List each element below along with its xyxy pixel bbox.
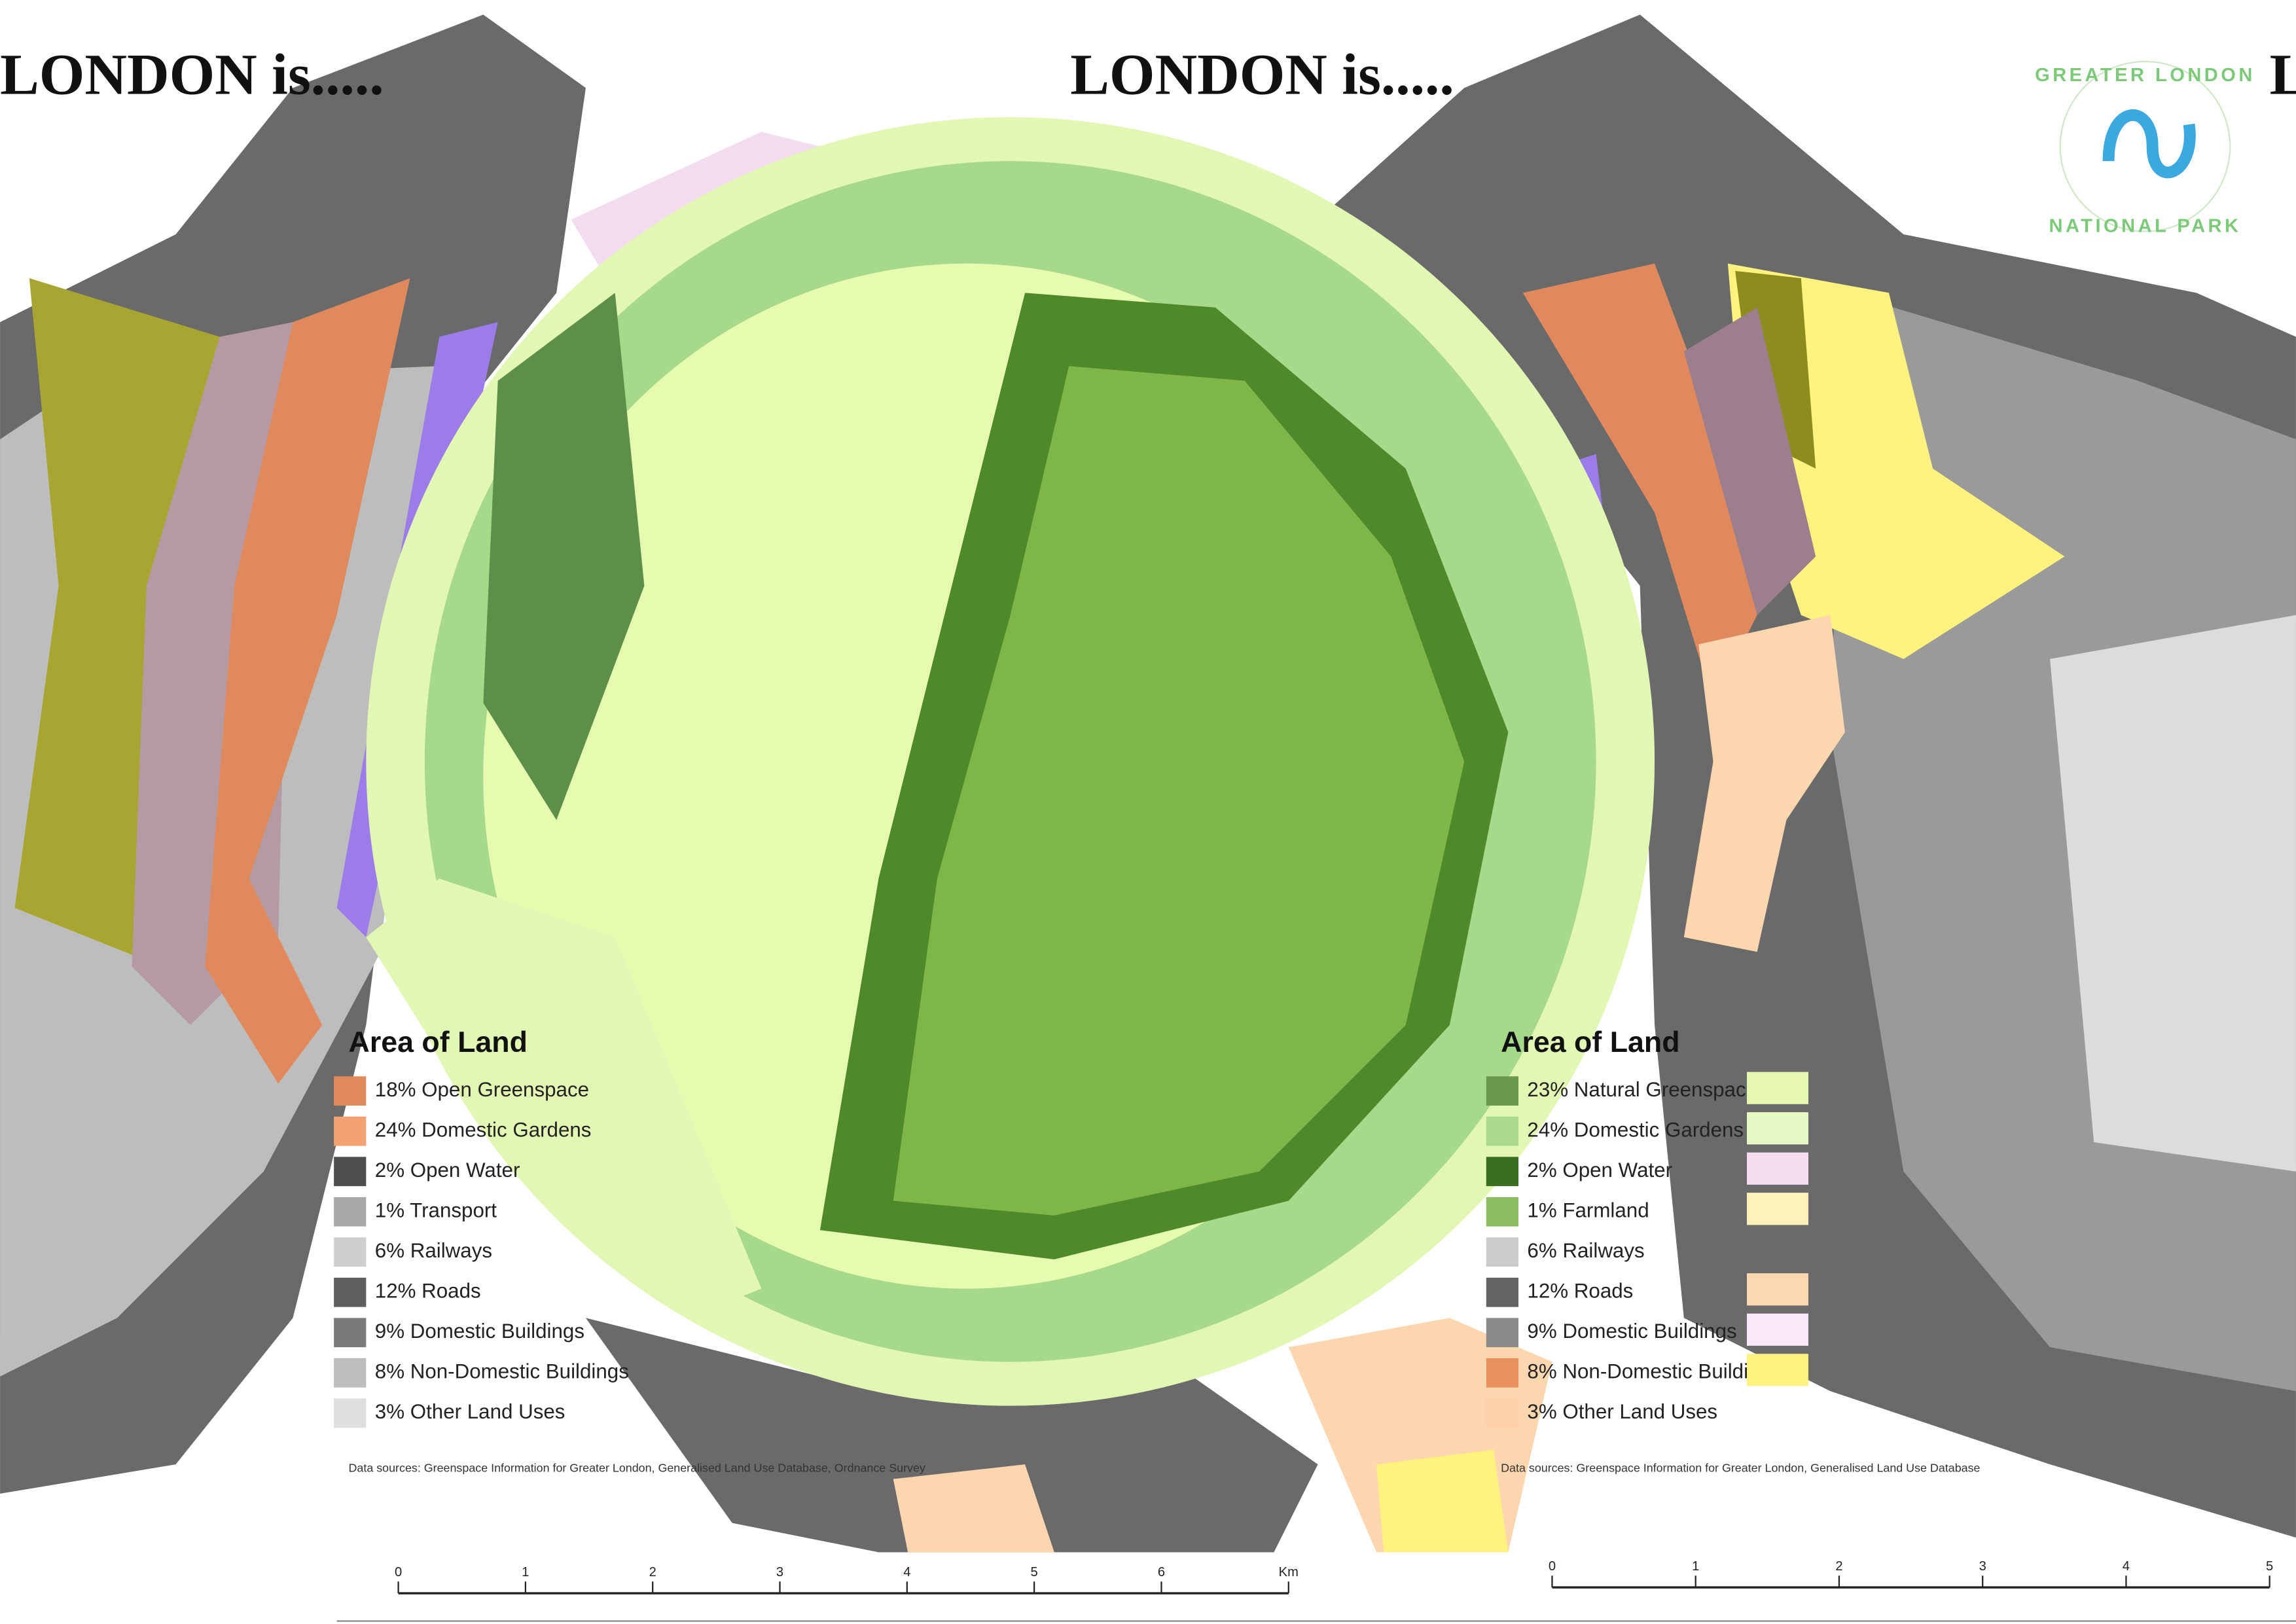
legend-swatch [1746,1112,1808,1145]
legend-swatch [1486,1116,1518,1146]
title-left: LONDON is..... [0,43,384,107]
scale-label: Km [1279,1565,1299,1579]
legend-label: 6% Railways [1527,1239,1644,1262]
legend-label: 1% Farmland [1527,1199,1649,1222]
legend-swatch [1486,1358,1518,1388]
scale-label: 4 [2123,1559,2130,1574]
legend-swatch [334,1277,367,1307]
logo-mark [2102,109,2196,179]
legend-label: 24% Domestic Gardens [375,1118,592,1141]
legend-label: 9% Domestic Buildings [1527,1320,1736,1343]
scale-label: 4 [903,1565,910,1579]
title-right: L [2270,43,2296,107]
scale-label: 2 [1835,1559,1842,1574]
legend-label: 12% Roads [1527,1280,1633,1303]
scale-label: 0 [395,1565,402,1579]
legend-title: Area of Land [349,1026,528,1058]
legends: Area of Land 18% Open Greenspace 24% Domes… [334,1026,1981,1475]
legend-swatch [334,1076,367,1106]
legend-swatch [1746,1072,1808,1104]
legend-swatch [334,1358,367,1388]
legend-swatch [1486,1237,1518,1267]
legend-swatch [1746,1313,1808,1346]
legend-swatch [334,1116,367,1146]
legend-swatch [1486,1398,1518,1428]
scale-label: 1 [1692,1559,1699,1574]
legend-label: 12% Roads [375,1280,481,1303]
legend-label: 3% Other Land Uses [375,1400,565,1423]
legend-swatch [1486,1157,1518,1187]
scale-label: 5 [1031,1565,1038,1579]
scale-label: 0 [1549,1559,1556,1574]
legend-title: Area of Land [1501,1026,1679,1058]
legend-swatch [334,1318,367,1348]
scale-label: 3 [1979,1559,1986,1574]
legend-swatch [1746,1354,1808,1386]
legend-swatch [1486,1076,1518,1106]
legend-label: 18% Open Greenspace [375,1078,589,1101]
title-center: LONDON is..... [1070,43,1454,107]
legend-swatch [334,1398,367,1428]
legend-label: 2% Open Water [375,1159,520,1182]
scale-label: 6 [1158,1565,1165,1579]
legend-label: 9% Domestic Buildings [375,1320,584,1343]
scale-label: 5 [2266,1559,2273,1574]
logo: GREATER LONDON NATIONAL PARK [2035,60,2255,236]
legend-label: 24% Domestic Gardens [1527,1118,1744,1141]
legend-label: 1% Transport [375,1199,497,1222]
legend-swatch [1746,1152,1808,1185]
scale-label: 2 [649,1565,656,1579]
legend-label: 2% Open Water [1527,1159,1672,1182]
legend-note: Data sources: Greenspace Information for… [349,1462,925,1475]
legend-label: 23% Natural Greenspace [1527,1078,1757,1101]
scale-label: 1 [522,1565,529,1579]
legend-swatch [334,1157,367,1187]
legend-swatch [1746,1193,1808,1225]
legend-label: 8% Non-Domestic Buildings [375,1360,629,1383]
scale-bars: 0 1 2 3 4 5 6 Km 0 1 2 3 4 5 [395,1559,2273,1595]
legend-label: 8% Non-Domestic Buildings [1527,1360,1781,1383]
legend-swatch [334,1237,367,1267]
legend-label: 3% Other Land Uses [1527,1400,1717,1423]
scale-label: 3 [776,1565,783,1579]
logo-bottom: NATIONAL PARK [2049,215,2241,236]
logo-top: GREATER LONDON [2035,65,2255,86]
legend-swatch [334,1197,367,1227]
logo-ring [2059,60,2231,232]
legend-swatch [1486,1277,1518,1307]
legend-swatch [1486,1197,1518,1227]
legend-label: 6% Railways [375,1239,492,1262]
legend-swatch [1746,1273,1808,1306]
legend-note: Data sources: Greenspace Information for… [1501,1462,1980,1475]
legend-swatch [1486,1318,1518,1348]
